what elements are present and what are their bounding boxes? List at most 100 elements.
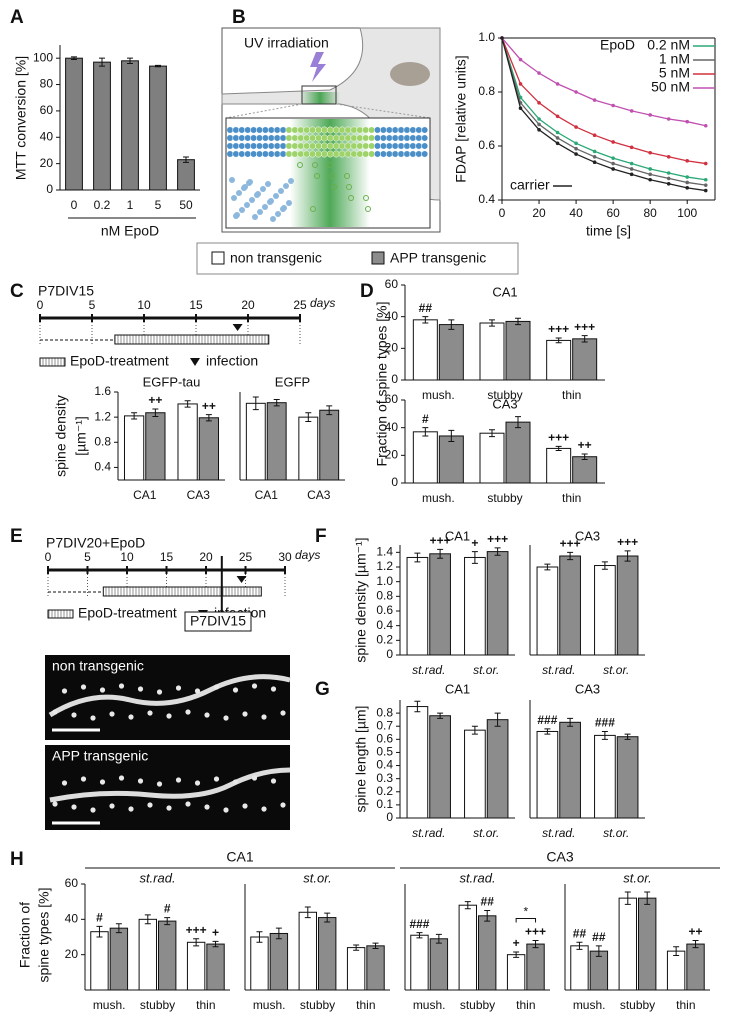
annotation: ### bbox=[409, 917, 429, 931]
error-bar bbox=[416, 932, 423, 939]
tubulin bbox=[362, 150, 370, 158]
panel-letter: B bbox=[232, 7, 246, 28]
tubulin bbox=[315, 150, 322, 158]
tubulin bbox=[279, 150, 287, 158]
tubulin bbox=[344, 173, 350, 179]
bar bbox=[198, 417, 220, 481]
tubulin bbox=[244, 134, 252, 142]
spine bbox=[270, 686, 277, 692]
y-tick-label: 100 bbox=[33, 50, 53, 64]
timeline-tick-label: 25 bbox=[293, 298, 307, 312]
x-tick-label: 60 bbox=[606, 206, 620, 220]
x-tick-label: thin bbox=[356, 998, 375, 1012]
point bbox=[592, 133, 597, 137]
bar bbox=[158, 920, 177, 991]
tubulin bbox=[285, 142, 293, 150]
marker-label: P7DIV15 bbox=[190, 613, 246, 629]
tubulin bbox=[256, 126, 263, 134]
bleach-spot bbox=[300, 92, 340, 104]
tubulin bbox=[233, 213, 239, 219]
line bbox=[501, 37, 706, 186]
tubulin bbox=[256, 150, 263, 158]
point bbox=[648, 167, 652, 171]
tubulin bbox=[356, 134, 364, 142]
point bbox=[500, 36, 504, 40]
tubulin bbox=[362, 126, 370, 134]
x-tick-label: stubby bbox=[300, 998, 335, 1012]
timeline-tick-label: 15 bbox=[160, 550, 174, 564]
tubulin bbox=[309, 150, 317, 158]
group-title: CA1 bbox=[226, 849, 253, 865]
y-axis-label: spine types [%] bbox=[36, 888, 52, 983]
tubulin bbox=[270, 216, 276, 222]
timeline-unit: days bbox=[295, 548, 320, 562]
bar bbox=[464, 556, 486, 656]
annotation: # bbox=[422, 412, 429, 426]
tubulin bbox=[356, 142, 364, 150]
point bbox=[666, 155, 671, 159]
y-tick-label: 60 bbox=[385, 392, 399, 406]
legend-label: infection bbox=[206, 353, 258, 369]
error-bar bbox=[326, 405, 333, 416]
tubulin bbox=[231, 195, 237, 201]
spine bbox=[185, 709, 191, 715]
legend-swatch bbox=[371, 251, 385, 265]
spine bbox=[128, 806, 134, 812]
tubulin bbox=[344, 150, 352, 158]
x-tick-label: mush. bbox=[422, 388, 455, 402]
point bbox=[648, 150, 652, 155]
tubulin bbox=[279, 142, 287, 150]
spine bbox=[204, 712, 210, 718]
point bbox=[592, 149, 597, 154]
annotation: + bbox=[513, 936, 520, 950]
annotation: UV irradiation bbox=[244, 35, 329, 51]
treatment-bar bbox=[114, 334, 270, 345]
legend-label: APP transgenic bbox=[390, 250, 486, 266]
point bbox=[648, 113, 652, 117]
y-tick-label: 40 bbox=[385, 309, 399, 323]
point bbox=[611, 140, 615, 144]
spine bbox=[90, 715, 96, 721]
error-bar bbox=[644, 891, 651, 905]
legend-label: 5 nM bbox=[659, 65, 690, 81]
bar bbox=[318, 917, 337, 991]
x-axis-label: time [s] bbox=[586, 223, 631, 239]
point bbox=[703, 177, 708, 182]
y-tick-label: 20 bbox=[385, 448, 399, 462]
y-tick-label: 0.8 bbox=[478, 84, 495, 98]
y-tick-label: 60 bbox=[65, 876, 79, 890]
spine bbox=[90, 807, 96, 813]
tubulin bbox=[338, 142, 346, 150]
bar bbox=[486, 551, 509, 656]
spine bbox=[61, 688, 68, 694]
bar bbox=[546, 339, 572, 381]
bar bbox=[546, 447, 572, 484]
tubulin bbox=[267, 134, 275, 142]
tubulin bbox=[285, 134, 293, 142]
error-bar bbox=[372, 942, 379, 949]
tubulin bbox=[326, 126, 334, 134]
chart-title: CA1 bbox=[445, 681, 470, 696]
tubulin bbox=[332, 134, 340, 142]
y-tick-label: 0.6 bbox=[478, 138, 495, 152]
error-bar bbox=[673, 946, 680, 957]
y-tick-label: 20 bbox=[385, 341, 399, 355]
y-tick-label: 0 bbox=[46, 182, 53, 196]
tubulin bbox=[244, 202, 250, 208]
tubulin bbox=[379, 126, 387, 134]
panel-letter: D bbox=[360, 281, 374, 302]
x-tick-label: st.rad. bbox=[412, 663, 445, 677]
bar bbox=[269, 932, 289, 991]
bar bbox=[406, 706, 429, 819]
y-tick-label: 0.4 bbox=[94, 460, 111, 474]
tubulin bbox=[320, 150, 328, 158]
bar bbox=[666, 950, 686, 991]
bar bbox=[438, 324, 464, 381]
spine bbox=[242, 711, 248, 717]
spine bbox=[137, 778, 144, 784]
annotation: ++ bbox=[202, 399, 216, 413]
tubulin bbox=[303, 142, 311, 150]
spine bbox=[223, 715, 229, 721]
annotation: +++ bbox=[430, 534, 451, 548]
